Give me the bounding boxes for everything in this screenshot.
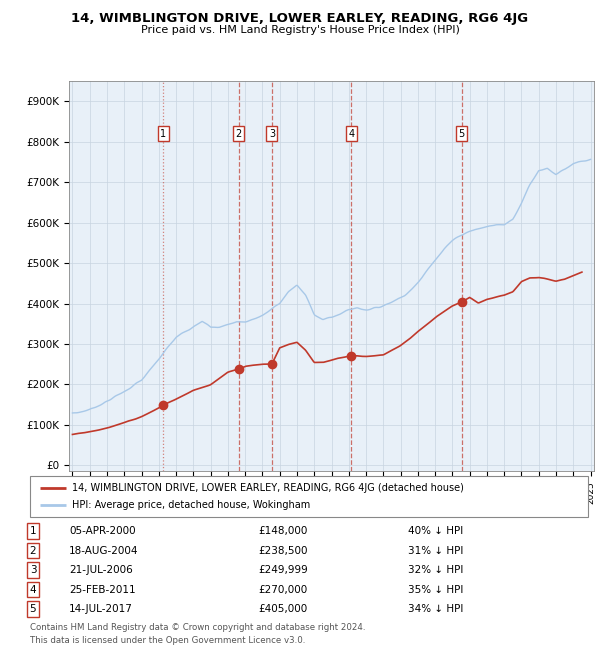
Text: £270,000: £270,000	[258, 584, 307, 595]
Text: 5: 5	[29, 604, 37, 614]
Text: 31% ↓ HPI: 31% ↓ HPI	[408, 545, 463, 556]
Text: 5: 5	[458, 129, 465, 139]
Text: 3: 3	[269, 129, 275, 139]
Text: Contains HM Land Registry data © Crown copyright and database right 2024.
This d: Contains HM Land Registry data © Crown c…	[30, 623, 365, 645]
Text: Price paid vs. HM Land Registry's House Price Index (HPI): Price paid vs. HM Land Registry's House …	[140, 25, 460, 34]
Text: 3: 3	[29, 565, 37, 575]
Text: 14-JUL-2017: 14-JUL-2017	[69, 604, 133, 614]
Text: 18-AUG-2004: 18-AUG-2004	[69, 545, 139, 556]
Text: 05-APR-2000: 05-APR-2000	[69, 526, 136, 536]
Text: £405,000: £405,000	[258, 604, 307, 614]
Text: 2: 2	[29, 545, 37, 556]
Text: 2: 2	[236, 129, 242, 139]
Text: 1: 1	[29, 526, 37, 536]
Text: £238,500: £238,500	[258, 545, 308, 556]
Text: 40% ↓ HPI: 40% ↓ HPI	[408, 526, 463, 536]
Text: 21-JUL-2006: 21-JUL-2006	[69, 565, 133, 575]
Text: 35% ↓ HPI: 35% ↓ HPI	[408, 584, 463, 595]
Text: 34% ↓ HPI: 34% ↓ HPI	[408, 604, 463, 614]
Text: 14, WIMBLINGTON DRIVE, LOWER EARLEY, READING, RG6 4JG: 14, WIMBLINGTON DRIVE, LOWER EARLEY, REA…	[71, 12, 529, 25]
Text: 25-FEB-2011: 25-FEB-2011	[69, 584, 136, 595]
Text: HPI: Average price, detached house, Wokingham: HPI: Average price, detached house, Woki…	[72, 500, 310, 510]
Text: 4: 4	[348, 129, 355, 139]
Text: 1: 1	[160, 129, 166, 139]
Text: 14, WIMBLINGTON DRIVE, LOWER EARLEY, READING, RG6 4JG (detached house): 14, WIMBLINGTON DRIVE, LOWER EARLEY, REA…	[72, 483, 464, 493]
Text: £249,999: £249,999	[258, 565, 308, 575]
Text: 4: 4	[29, 584, 37, 595]
Text: £148,000: £148,000	[258, 526, 307, 536]
Text: 32% ↓ HPI: 32% ↓ HPI	[408, 565, 463, 575]
FancyBboxPatch shape	[30, 476, 588, 517]
